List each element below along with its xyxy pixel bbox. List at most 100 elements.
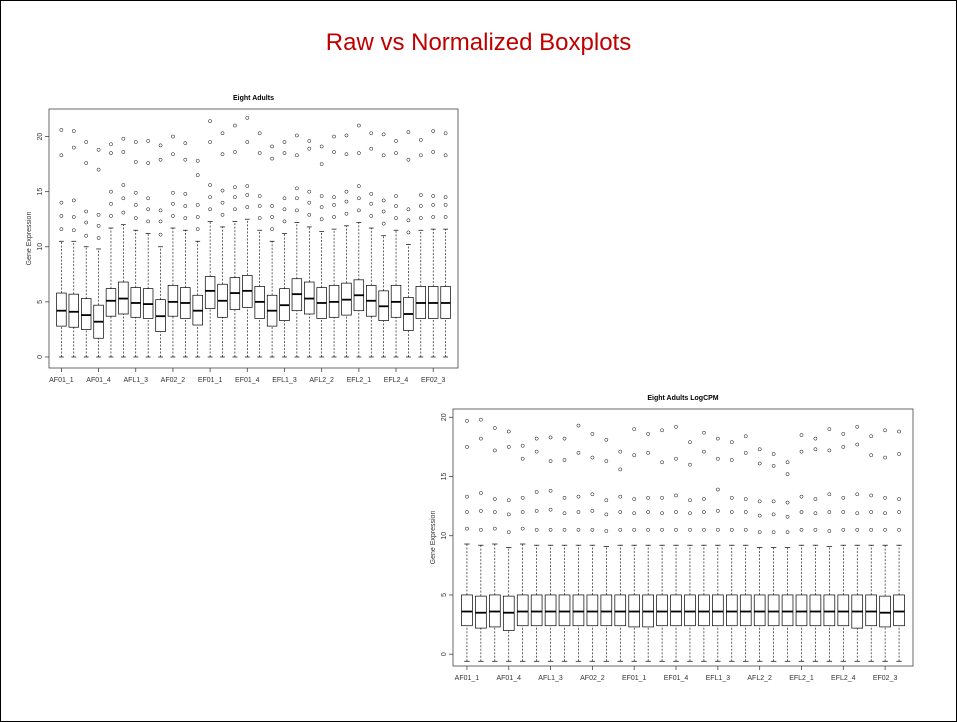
outlier [394, 151, 398, 155]
outlier [688, 462, 692, 467]
outlier [674, 510, 678, 514]
y-axis-label: Gene Expression [430, 511, 437, 565]
outlier [869, 493, 874, 498]
outlier [897, 429, 901, 434]
outlier [381, 153, 386, 158]
outlier [492, 526, 497, 531]
outlier [109, 151, 113, 155]
outlier [883, 428, 887, 433]
outlier [319, 162, 324, 166]
outlier [158, 219, 163, 224]
outlier [827, 448, 832, 453]
outlier [841, 445, 846, 449]
outlier [233, 195, 237, 200]
outlier [590, 432, 595, 436]
x-tick-label: AF01_1 [49, 377, 74, 384]
x-tick-label: AFL2_2 [747, 675, 772, 682]
chart-title: Eight Adults [233, 95, 274, 102]
outlier [492, 426, 497, 430]
outlier [406, 207, 411, 212]
outlier [146, 196, 151, 201]
outlier [133, 203, 138, 207]
outlier [381, 198, 386, 203]
outlier [443, 195, 448, 200]
x-tick-label: AF01_4 [86, 377, 111, 384]
outlier [109, 189, 113, 194]
outlier [576, 527, 581, 532]
outlier [688, 511, 692, 516]
plot-frame [452, 408, 914, 667]
outlier [674, 527, 678, 532]
outlier [465, 526, 469, 531]
outlier [406, 157, 411, 162]
outlier [121, 196, 126, 201]
outlier [604, 529, 609, 533]
box [893, 594, 905, 627]
outlier [71, 129, 76, 133]
outlier [183, 141, 188, 146]
outlier [548, 435, 553, 440]
outlier [344, 211, 349, 216]
outlier [295, 208, 299, 213]
outlier [319, 144, 324, 149]
outlier [548, 459, 553, 463]
outlier [418, 216, 423, 220]
outlier [307, 200, 312, 205]
outlier [270, 215, 274, 219]
outlier [171, 152, 175, 157]
outlier [369, 214, 374, 218]
y-tick-label: 5 [441, 593, 448, 597]
x-tick-label: AFL2_2 [309, 377, 334, 384]
outlier [729, 510, 734, 514]
outlier [813, 511, 818, 516]
outlier [492, 510, 497, 514]
outlier [195, 158, 200, 163]
outlier [257, 131, 262, 136]
outlier [646, 432, 651, 436]
outlier [743, 450, 748, 455]
outlier [618, 527, 623, 532]
outlier [813, 447, 818, 452]
outlier [688, 440, 692, 445]
outlier [506, 512, 511, 517]
outlier [282, 140, 287, 144]
box [56, 292, 67, 327]
y-tick-label: 15 [37, 188, 44, 196]
outlier [632, 497, 637, 501]
x-tick-label: EFL1_3 [272, 377, 297, 384]
outlier [270, 144, 274, 149]
outlier [195, 173, 200, 177]
outlier [171, 190, 175, 195]
outlier [883, 511, 887, 516]
outlier [632, 453, 637, 458]
outlier [171, 134, 175, 139]
outlier [319, 217, 324, 222]
outlier [208, 119, 212, 123]
box [167, 284, 179, 317]
outlier [506, 498, 511, 503]
outlier [443, 215, 448, 219]
x-tick-label: EF01_1 [198, 377, 223, 384]
outlier [257, 216, 262, 220]
outlier [883, 455, 887, 460]
outlier [332, 203, 336, 207]
outlier [715, 527, 720, 532]
outlier [465, 510, 469, 514]
outlier [604, 512, 609, 517]
outlier [369, 192, 374, 196]
outlier [506, 429, 511, 434]
outlier [576, 494, 581, 499]
outlier [743, 510, 748, 514]
outlier [897, 527, 901, 532]
outlier [479, 527, 483, 532]
outlier [534, 490, 539, 494]
outlier [688, 498, 692, 503]
outlier [208, 207, 212, 212]
outlier [381, 132, 386, 137]
outlier [146, 219, 151, 224]
outlier [431, 150, 436, 154]
box [865, 594, 877, 627]
outlier [813, 436, 818, 441]
outlier [855, 424, 860, 429]
